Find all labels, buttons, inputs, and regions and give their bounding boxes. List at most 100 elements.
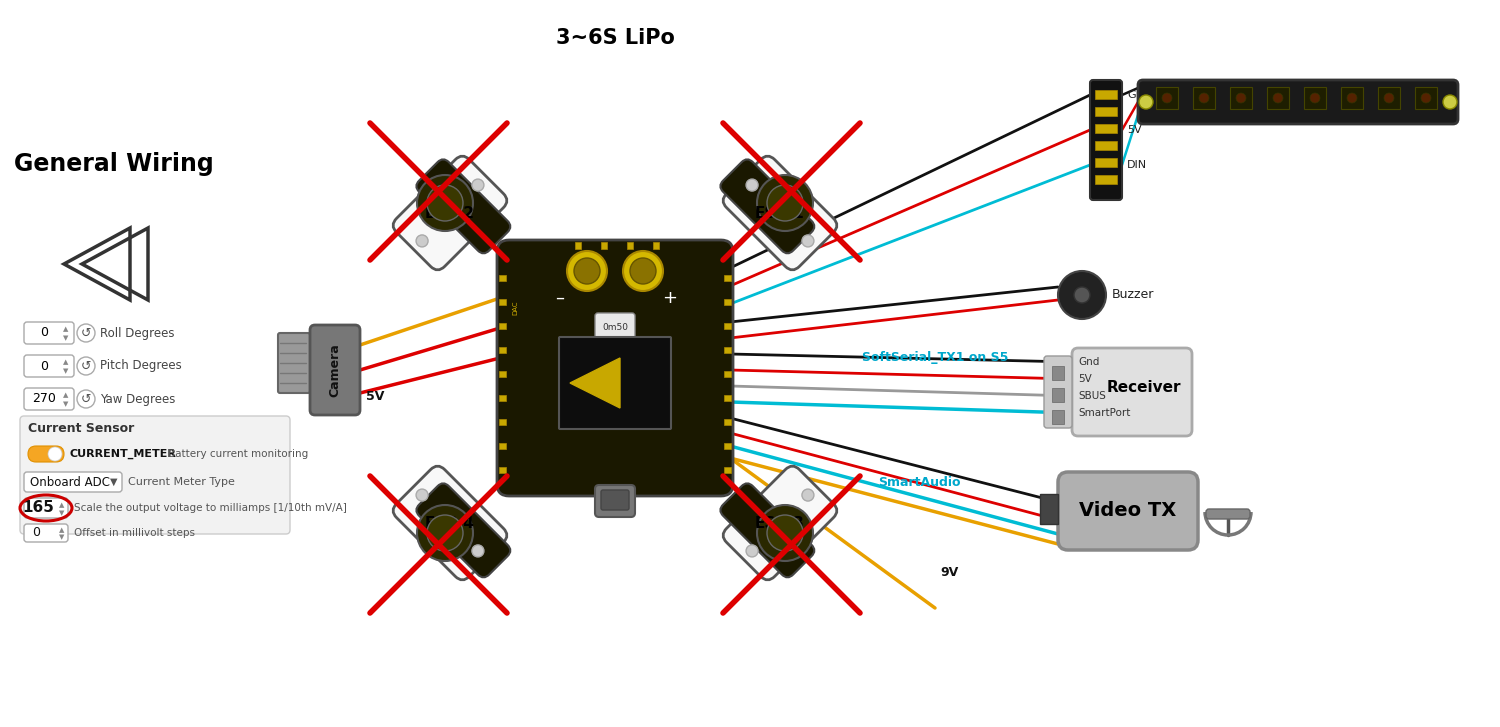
Text: ▼: ▼ <box>63 368 69 374</box>
Text: Scale the output voltage to milliamps [1/10th mV/A]: Scale the output voltage to milliamps [1… <box>74 503 346 513</box>
Text: SBUS: SBUS <box>1078 391 1106 401</box>
Text: SmartAudio: SmartAudio <box>878 476 960 489</box>
Bar <box>1304 87 1326 109</box>
FancyBboxPatch shape <box>1138 80 1458 124</box>
Bar <box>500 299 506 305</box>
Bar <box>1192 87 1215 109</box>
Bar <box>1341 87 1364 109</box>
Text: Receiver: Receiver <box>1107 380 1182 395</box>
Text: DAC: DAC <box>512 301 518 316</box>
Circle shape <box>427 185 464 221</box>
Text: ▼: ▼ <box>60 510 64 516</box>
Circle shape <box>1274 93 1282 103</box>
Text: ▲: ▲ <box>60 527 64 533</box>
Bar <box>1268 87 1288 109</box>
Circle shape <box>76 390 94 408</box>
FancyBboxPatch shape <box>310 325 360 415</box>
Text: ▲: ▲ <box>63 392 69 398</box>
Bar <box>724 347 730 353</box>
Bar <box>500 275 506 281</box>
Bar <box>1052 410 1064 424</box>
Text: ▼: ▼ <box>111 477 117 487</box>
Text: ▲: ▲ <box>63 326 69 332</box>
Text: ESC-1: ESC-1 <box>754 206 806 220</box>
Circle shape <box>472 179 484 191</box>
Bar <box>1095 124 1118 133</box>
Bar <box>724 275 730 281</box>
Circle shape <box>802 235 814 247</box>
Bar <box>627 242 633 249</box>
FancyBboxPatch shape <box>496 240 734 496</box>
Text: 3~6S LiPo: 3~6S LiPo <box>555 28 675 48</box>
FancyBboxPatch shape <box>1058 472 1198 550</box>
Text: 165: 165 <box>22 500 54 515</box>
FancyBboxPatch shape <box>1072 348 1192 436</box>
Bar <box>1095 175 1118 184</box>
Text: Roll Degrees: Roll Degrees <box>100 326 174 340</box>
Text: Pitch Degrees: Pitch Degrees <box>100 359 182 372</box>
FancyBboxPatch shape <box>723 156 837 270</box>
Bar <box>724 395 730 401</box>
Text: Yaw Degrees: Yaw Degrees <box>100 393 176 406</box>
Bar <box>500 371 506 377</box>
FancyBboxPatch shape <box>720 483 815 577</box>
Circle shape <box>417 175 472 231</box>
FancyBboxPatch shape <box>417 159 510 254</box>
Text: ▼: ▼ <box>63 401 69 407</box>
Text: Battery current monitoring: Battery current monitoring <box>168 449 309 459</box>
Text: 270: 270 <box>32 393 56 406</box>
Text: 9V: 9V <box>940 566 958 579</box>
FancyBboxPatch shape <box>20 416 290 534</box>
FancyBboxPatch shape <box>24 498 68 518</box>
Bar <box>1095 141 1118 150</box>
FancyBboxPatch shape <box>28 446 64 462</box>
FancyBboxPatch shape <box>24 322 74 344</box>
Text: ↺: ↺ <box>81 326 92 340</box>
FancyBboxPatch shape <box>1090 80 1122 200</box>
Circle shape <box>1198 93 1209 103</box>
Text: ESC-4: ESC-4 <box>424 515 476 531</box>
Text: G: G <box>1126 90 1136 100</box>
Text: 5V: 5V <box>1126 125 1142 135</box>
Text: 5V: 5V <box>366 390 384 403</box>
Text: ▼: ▼ <box>60 534 64 540</box>
Circle shape <box>746 545 758 557</box>
Bar <box>602 242 608 249</box>
Bar <box>500 323 506 329</box>
Circle shape <box>48 447 62 461</box>
Circle shape <box>630 258 656 284</box>
FancyBboxPatch shape <box>1044 356 1072 428</box>
Text: ↺: ↺ <box>81 393 92 406</box>
Circle shape <box>1074 287 1090 303</box>
FancyBboxPatch shape <box>24 524 68 542</box>
FancyBboxPatch shape <box>393 156 507 270</box>
Circle shape <box>417 505 472 561</box>
Bar <box>724 467 730 473</box>
FancyBboxPatch shape <box>723 466 837 580</box>
Circle shape <box>76 324 94 342</box>
Circle shape <box>567 251 608 291</box>
Text: 0m50: 0m50 <box>602 323 628 332</box>
Circle shape <box>574 258 600 284</box>
Bar <box>724 371 730 377</box>
Circle shape <box>766 185 802 221</box>
Circle shape <box>1236 93 1246 103</box>
Circle shape <box>758 175 813 231</box>
Bar <box>1040 494 1058 524</box>
Text: SmartPort: SmartPort <box>1078 408 1131 418</box>
FancyBboxPatch shape <box>24 355 74 377</box>
Text: 0: 0 <box>40 326 48 340</box>
Circle shape <box>766 515 802 551</box>
Circle shape <box>1138 95 1154 109</box>
Circle shape <box>622 251 663 291</box>
Circle shape <box>1058 271 1106 319</box>
FancyBboxPatch shape <box>596 485 634 517</box>
FancyBboxPatch shape <box>596 313 634 341</box>
FancyBboxPatch shape <box>24 472 122 492</box>
Text: ▼: ▼ <box>63 335 69 341</box>
Text: Current Sensor: Current Sensor <box>28 422 135 435</box>
Bar <box>724 419 730 425</box>
Text: ↺: ↺ <box>81 359 92 372</box>
Text: –: – <box>555 289 564 307</box>
Circle shape <box>472 545 484 557</box>
